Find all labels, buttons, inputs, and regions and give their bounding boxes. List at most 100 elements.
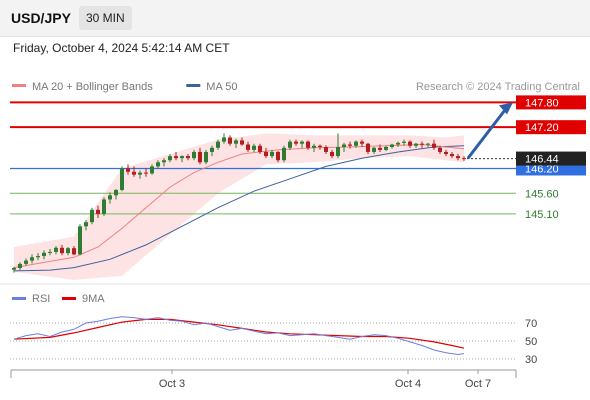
candle-body [264,151,268,157]
level-tag-147.20 [516,120,586,135]
candle-body [336,147,340,157]
candle-body [252,145,256,150]
candle-body [234,140,238,144]
candle-body [150,166,154,174]
candle-body [330,151,334,157]
level-label-146.20: 146.20 [525,163,559,175]
candle-body [384,147,388,150]
rsi-line [13,316,465,356]
candle-body [36,256,40,258]
rsi-tick-70: 70 [525,318,537,330]
legend-label-0: MA 20 + Bollinger Bands [32,81,153,93]
candle-body [258,145,262,152]
candle-body [84,222,88,227]
candle-body [162,160,166,163]
candle-body [324,147,328,152]
candle-body [72,248,76,255]
candle-body [450,154,454,157]
rsi-tick-30: 30 [525,354,537,366]
ma50-line [13,145,465,272]
candle-body [276,151,280,161]
candle-body [420,143,424,145]
candle-body [204,151,208,163]
rsi-legend-swatch-0 [12,297,26,300]
last-price-tag [516,151,586,166]
candle-body [348,144,352,146]
x-tick-label: Oct 7 [465,378,491,390]
candle-body [402,141,406,143]
credit-text: Research © 2024 Trading Central [416,81,580,93]
candle-body [306,141,310,148]
rsi-tick-50: 50 [525,336,537,348]
candle-body [360,141,364,144]
candle-body [408,141,412,146]
candle-body [282,147,286,161]
rsi-legend-label-0: RSI [32,293,50,305]
candle-body [378,147,382,150]
candle-body [48,251,52,253]
candle-body [60,247,64,254]
candle-body [210,147,214,152]
candle-body [414,143,418,146]
candle-body [156,162,160,167]
candle-body [90,209,94,223]
level-label-147.20: 147.20 [525,122,559,134]
candle-body [228,137,232,144]
rsi-legend-label-1: 9MA [82,293,105,305]
x-tick-label: Oct 4 [395,378,421,390]
candle-body [372,147,376,152]
candle-body [246,144,250,150]
candle-body [444,151,448,155]
projection-arrow-shaft [466,106,509,160]
candle-body [216,141,220,148]
candle-body [18,263,22,269]
candle-body [66,248,70,254]
candle-body [456,156,460,159]
candle-body [438,147,442,152]
candle-body [198,151,202,163]
candle-body [312,145,316,148]
timestamp-label: Friday, October 4, 2024 5:42:14 AM CET [13,41,230,55]
projection-arrow-head [499,102,513,115]
candle-body [270,151,274,157]
candle-body [54,247,58,252]
candle-body [354,141,358,146]
candle-body [288,141,292,148]
candle-body [318,145,322,147]
candle-body [300,141,304,144]
legend-label-1: MA 50 [206,81,237,93]
x-tick-label: Oct 3 [159,378,185,390]
rsi-ma-line [13,318,465,349]
timeframe-button[interactable]: 30 MIN [79,6,132,30]
candle-body [114,189,118,196]
candle-body [342,144,346,147]
candle-body [432,143,436,148]
candle-body [108,195,112,200]
candle-body [294,141,298,144]
candle-body [390,144,394,147]
candle-body [180,156,184,159]
candle-body [174,156,178,159]
candle-body [396,142,400,145]
candle-body [12,268,16,270]
candle-body [240,140,244,145]
level-label-147.80: 147.80 [525,97,559,109]
legend-swatch-0 [12,84,26,87]
candle-body [42,252,46,257]
level-label-145.60: 145.60 [525,188,559,200]
level-tag-147.80 [516,95,586,110]
candle-body [96,209,100,214]
candle-body [462,158,466,160]
candle-body [168,156,172,161]
candle-body [30,257,34,261]
symbol-title: USD/JPY [11,10,71,26]
candle-body [426,143,430,145]
last-price-label: 146.44 [525,154,559,166]
candle-body [222,137,226,142]
candle-body [132,171,136,175]
rsi-legend-swatch-1 [62,297,76,300]
candle-body [366,143,370,152]
candle-body [186,156,190,159]
candle-body [102,199,106,214]
